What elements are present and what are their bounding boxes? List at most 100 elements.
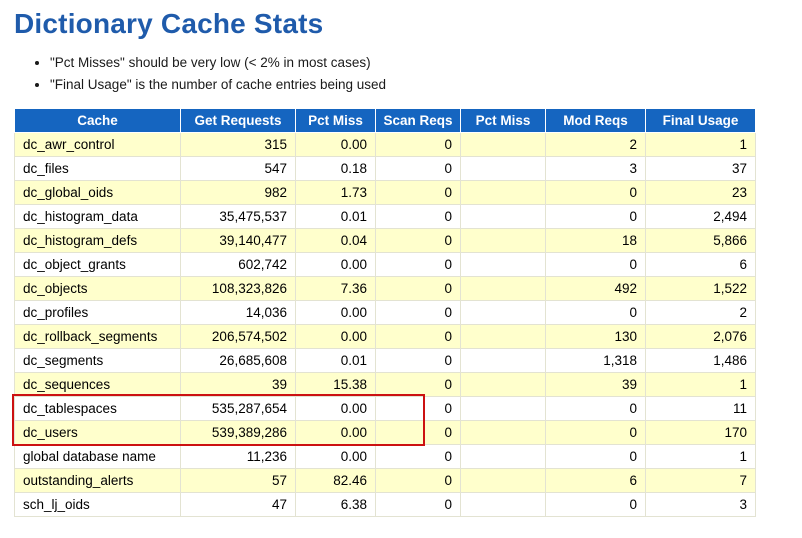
value-cell: 0.00 xyxy=(295,420,376,445)
value-cell: 23 xyxy=(645,180,756,205)
value-cell: 5,866 xyxy=(645,228,756,253)
value-cell: 0 xyxy=(375,420,461,445)
value-cell: 2 xyxy=(645,300,756,325)
column-header-pct-miss: Pct Miss xyxy=(295,108,376,133)
value-cell xyxy=(460,372,546,397)
value-cell: 0.04 xyxy=(295,228,376,253)
value-cell: 11 xyxy=(645,396,756,421)
value-cell: 602,742 xyxy=(180,252,296,277)
value-cell xyxy=(460,204,546,229)
stats-table-wrapper: Cache Get Requests Pct Miss Scan Reqs Pc… xyxy=(12,108,756,517)
value-cell: 57 xyxy=(180,468,296,493)
cache-name-cell: dc_users xyxy=(14,420,181,445)
column-header-cache: Cache xyxy=(14,108,181,133)
table-row: dc_global_oids 982 1.73 0 0 23 xyxy=(14,180,756,205)
value-cell: 7.36 xyxy=(295,276,376,301)
table-row: dc_histogram_defs 39,140,477 0.04 0 18 5,866 xyxy=(14,228,756,253)
value-cell xyxy=(460,396,546,421)
value-cell xyxy=(460,180,546,205)
value-cell: 0.01 xyxy=(295,348,376,373)
table-row: dc_histogram_data 35,475,537 0.01 0 0 2,494 xyxy=(14,204,756,229)
cache-name-cell: dc_segments xyxy=(14,348,181,373)
value-cell: 315 xyxy=(180,132,296,157)
value-cell: 0.00 xyxy=(295,444,376,469)
cache-name-cell: dc_files xyxy=(14,156,181,181)
value-cell xyxy=(460,276,546,301)
table-row: dc_sequences 39 15.38 0 39 1 xyxy=(14,372,756,397)
cache-name-cell: dc_sequences xyxy=(14,372,181,397)
value-cell: 0 xyxy=(375,348,461,373)
value-cell: 0.01 xyxy=(295,204,376,229)
value-cell xyxy=(460,300,546,325)
value-cell: 1,522 xyxy=(645,276,756,301)
value-cell xyxy=(460,468,546,493)
cache-name-cell: outstanding_alerts xyxy=(14,468,181,493)
value-cell xyxy=(460,324,546,349)
value-cell xyxy=(460,492,546,517)
cache-name-cell: dc_tablespaces xyxy=(14,396,181,421)
value-cell xyxy=(460,252,546,277)
value-cell xyxy=(460,156,546,181)
cache-name-cell: dc_histogram_data xyxy=(14,204,181,229)
dictionary-cache-stats-table: Cache Get Requests Pct Miss Scan Reqs Pc… xyxy=(14,108,756,517)
value-cell: 15.38 xyxy=(295,372,376,397)
note-pct-misses: "Pct Misses" should be very low (< 2% in… xyxy=(50,54,802,72)
value-cell: 0 xyxy=(375,228,461,253)
value-cell: 0 xyxy=(375,468,461,493)
value-cell: 982 xyxy=(180,180,296,205)
value-cell: 6 xyxy=(545,468,646,493)
value-cell xyxy=(460,228,546,253)
value-cell: 0 xyxy=(545,444,646,469)
value-cell: 6 xyxy=(645,252,756,277)
value-cell: 0 xyxy=(375,204,461,229)
notes-list: "Pct Misses" should be very low (< 2% in… xyxy=(34,54,802,94)
column-header-scan-reqs: Scan Reqs xyxy=(375,108,461,133)
value-cell: 1 xyxy=(645,132,756,157)
cache-name-cell: global database name xyxy=(14,444,181,469)
value-cell: 39 xyxy=(180,372,296,397)
value-cell: 1 xyxy=(645,372,756,397)
table-row: outstanding_alerts 57 82.46 0 6 7 xyxy=(14,468,756,493)
table-row: dc_segments 26,685,608 0.01 0 1,318 1,486 xyxy=(14,348,756,373)
value-cell: 0.18 xyxy=(295,156,376,181)
value-cell: 0 xyxy=(545,420,646,445)
value-cell: 0 xyxy=(545,396,646,421)
value-cell: 535,287,654 xyxy=(180,396,296,421)
column-header-pct-miss-2: Pct Miss xyxy=(460,108,546,133)
table-row: dc_files 547 0.18 0 3 37 xyxy=(14,156,756,181)
value-cell: 3 xyxy=(645,492,756,517)
cache-name-cell: dc_awr_control xyxy=(14,132,181,157)
value-cell: 0 xyxy=(545,180,646,205)
cache-name-cell: sch_lj_oids xyxy=(14,492,181,517)
note-final-usage: "Final Usage" is the number of cache ent… xyxy=(50,76,802,94)
value-cell: 1.73 xyxy=(295,180,376,205)
value-cell: 6.38 xyxy=(295,492,376,517)
value-cell: 26,685,608 xyxy=(180,348,296,373)
cache-name-cell: dc_object_grants xyxy=(14,252,181,277)
cache-name-cell: dc_global_oids xyxy=(14,180,181,205)
value-cell: 0.00 xyxy=(295,132,376,157)
value-cell: 18 xyxy=(545,228,646,253)
table-row: dc_profiles 14,036 0.00 0 0 2 xyxy=(14,300,756,325)
value-cell: 47 xyxy=(180,492,296,517)
value-cell: 2,494 xyxy=(645,204,756,229)
value-cell: 2,076 xyxy=(645,324,756,349)
table-row: dc_objects 108,323,826 7.36 0 492 1,522 xyxy=(14,276,756,301)
cache-name-cell: dc_rollback_segments xyxy=(14,324,181,349)
column-header-mod-reqs: Mod Reqs xyxy=(545,108,646,133)
value-cell: 1,318 xyxy=(545,348,646,373)
value-cell: 0 xyxy=(545,492,646,517)
value-cell: 170 xyxy=(645,420,756,445)
value-cell: 1 xyxy=(645,444,756,469)
value-cell xyxy=(460,420,546,445)
value-cell: 0 xyxy=(545,204,646,229)
value-cell xyxy=(460,444,546,469)
value-cell: 35,475,537 xyxy=(180,204,296,229)
column-header-get-requests: Get Requests xyxy=(180,108,296,133)
value-cell: 0 xyxy=(375,372,461,397)
value-cell: 0.00 xyxy=(295,252,376,277)
value-cell: 0 xyxy=(375,132,461,157)
value-cell: 0 xyxy=(375,300,461,325)
value-cell: 0 xyxy=(375,276,461,301)
